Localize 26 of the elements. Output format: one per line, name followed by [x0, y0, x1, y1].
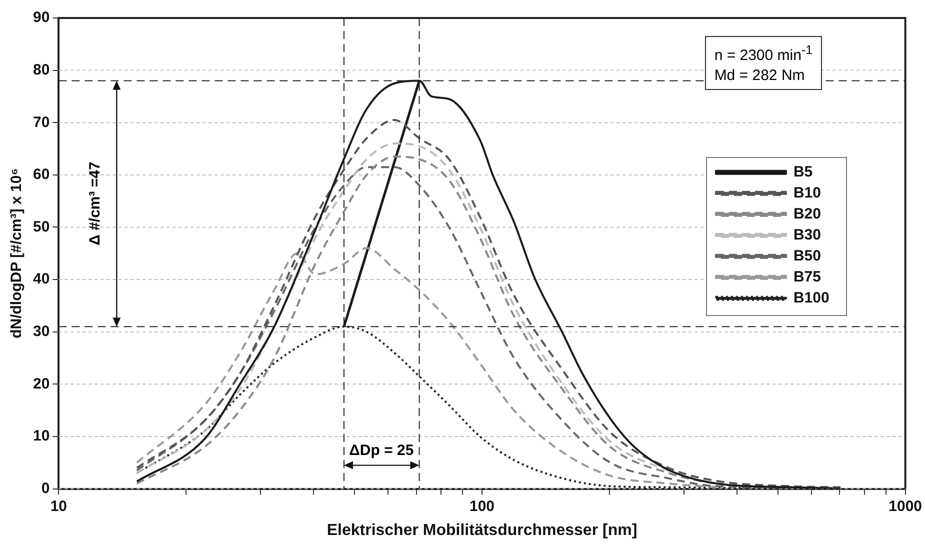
annotation: Md = 282 Nm — [714, 66, 806, 86]
x-axis-title: Elektrischer Mobilitätsdurchmesser [nm] — [326, 522, 638, 539]
x-tick-label: 10 — [50, 498, 68, 515]
y-tick-label: 0 — [41, 480, 50, 497]
y-tick-label: 90 — [32, 9, 50, 26]
x-tick-label: 100 — [469, 498, 495, 515]
legend-label: B75 — [793, 268, 821, 286]
y-tick-label: 80 — [32, 61, 50, 78]
y-tick-label: 60 — [32, 166, 50, 184]
annotation: n = 2300 min$^{-1}$ — [714, 42, 813, 66]
legend-label: B50 — [793, 248, 821, 265]
y-tick-label: 30 — [32, 323, 50, 340]
legend-label: B5 — [793, 164, 813, 181]
annotation: ΔDp = 25 — [349, 442, 414, 460]
legend-label: B10 — [793, 184, 821, 202]
legend-label: B30 — [793, 226, 821, 244]
y-axis-title: dN/dlogDP [#/cm³] x 10⁶ — [8, 168, 26, 338]
annotation: Δ #/cm³ =47 — [86, 162, 104, 246]
x-tick-label: 1000 — [888, 498, 922, 515]
y-tick-label: 40 — [32, 270, 50, 288]
y-tick-label: 70 — [32, 114, 50, 131]
y-tick-label: 10 — [32, 428, 50, 445]
y-tick-label: 20 — [32, 375, 50, 392]
legend-label: B20 — [793, 206, 821, 223]
legend-label: B100 — [793, 290, 830, 307]
y-tick-label: 50 — [32, 218, 50, 236]
